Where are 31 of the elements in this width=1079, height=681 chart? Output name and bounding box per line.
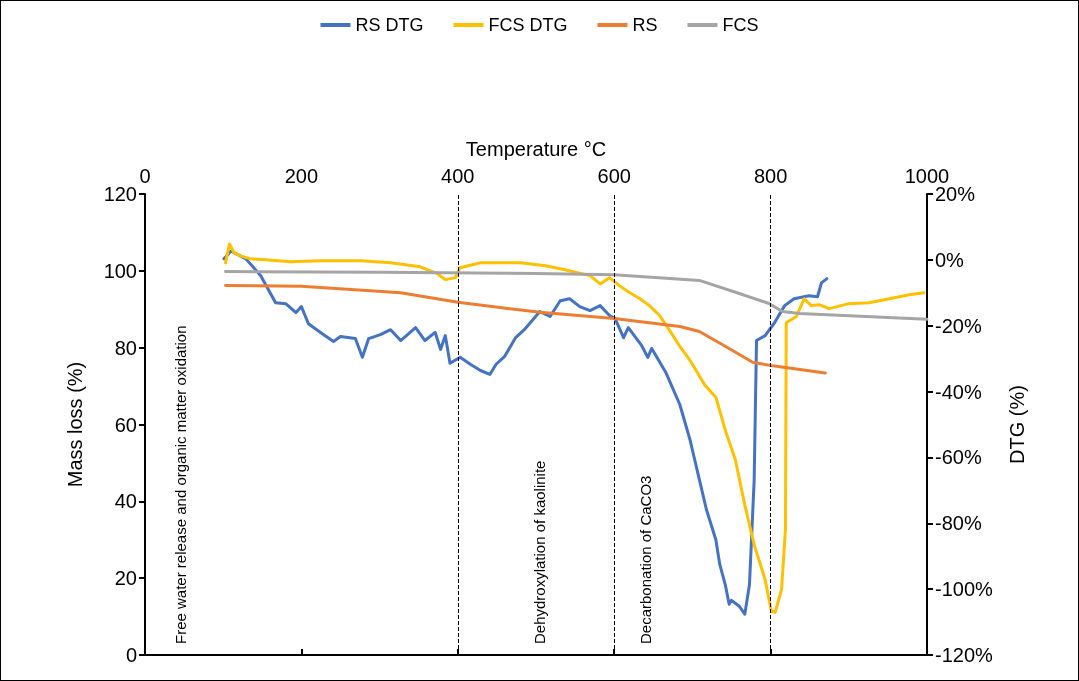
y2-tick-label: -100% [935,578,994,601]
y-tick-label: 120 [103,183,137,205]
x-axis-title: Temperature °C [465,138,607,160]
legend-label: FCS [722,15,759,35]
y-tick-label: 20 [114,567,137,590]
legend-label: RS [632,15,658,35]
y2-tick-label: 0% [935,248,965,271]
y-tick-label: 0 [125,644,137,666]
y2-tick-label: -40% [935,380,982,403]
annotation: Dehydroxylation of kaolinite [531,460,549,644]
y-tick-label: 60 [114,413,137,436]
annotation: Free water release and organic matter oxidation [172,325,190,644]
y-axis-title: Mass loss (%) [64,361,86,488]
x-tick-label: 800 [753,165,788,187]
line-series [224,270,929,321]
y2-axis-title: DTG (%) [1006,385,1028,464]
legend-label: RS DTG [355,15,424,35]
line-series [224,283,827,375]
y2-tick-label: -20% [935,314,982,337]
annotation: Decarbonation of CaCO3 [636,475,654,644]
y-tick-label: 40 [114,490,137,513]
y-tick-label: 80 [114,336,137,359]
x-tick-label: 600 [597,165,631,187]
legend-label: FCS DTG [488,15,568,35]
y2-tick-label: -60% [935,446,982,469]
y2-tick-label: -80% [935,512,982,535]
x-tick-label: 0 [139,165,151,187]
y2-tick-label: -120% [935,644,994,666]
x-tick-label: 200 [284,165,319,187]
y-tick-label: 100 [103,259,137,282]
x-tick-label: 400 [441,165,475,187]
